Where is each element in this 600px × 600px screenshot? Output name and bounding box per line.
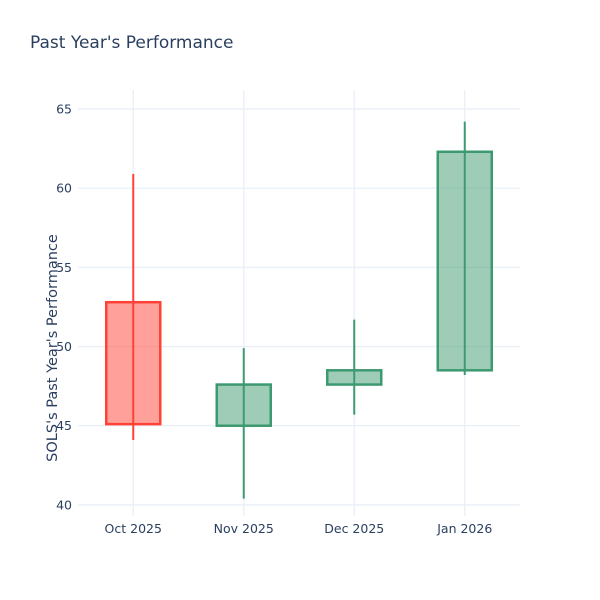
y-tick-label: 55 [56,260,72,275]
candle-body [105,300,162,426]
candlestick[interactable] [436,121,493,376]
y-tick-label: 40 [56,497,72,512]
x-tick-label: Dec 2025 [324,521,384,536]
y-axis-title: SOLS's Past Year's Performance [45,234,61,462]
y-tick-label: 60 [56,181,72,196]
y-tick-label: 45 [56,418,72,433]
x-tick-label: Nov 2025 [214,521,274,536]
candlestick[interactable] [215,348,272,499]
candle-body [215,383,272,427]
candlestick[interactable] [105,173,162,440]
y-tick-label: 65 [56,102,72,117]
y-tick-label: 50 [56,339,72,354]
chart-title: Past Year's Performance [30,33,234,53]
candle-body [436,150,493,372]
x-tick-label: Jan 2026 [436,521,492,536]
candlestick[interactable] [326,319,383,415]
x-tick-label: Oct 2025 [105,521,162,536]
candle-body [326,369,383,386]
